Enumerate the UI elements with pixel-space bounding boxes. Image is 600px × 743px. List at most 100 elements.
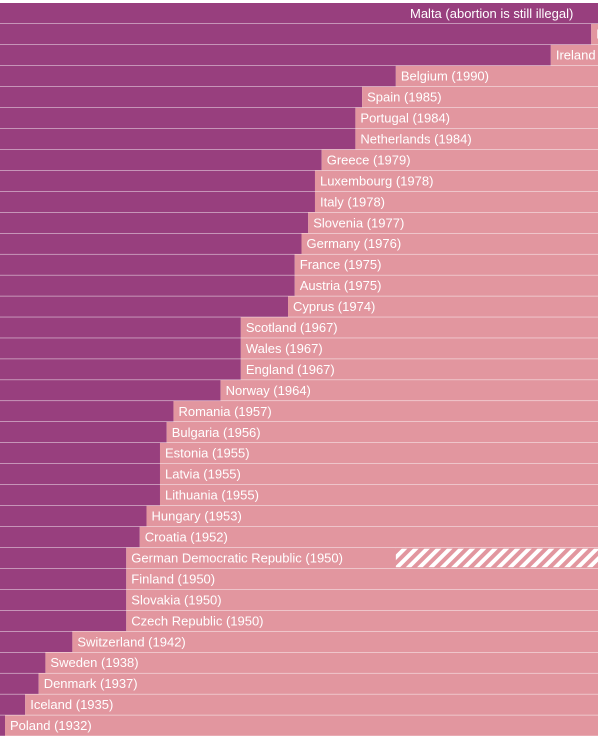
bar-before-legalization [0,44,551,66]
bar-after-legalization [126,568,598,590]
bar-before-legalization [0,631,73,652]
bar-after-legalization [159,442,598,464]
bar-before-legalization [0,568,127,590]
bar-before-legalization [0,233,302,254]
bar-after-legalization [301,233,598,254]
bar-before-legalization [0,610,127,632]
bar-before-legalization [0,65,396,87]
bar-row: German Democratic Republic (1950) [0,547,598,569]
bar-row: Luxembourg (1978) [0,170,598,192]
bar-before-legalization [0,86,363,108]
bar-label: German Democratic Republic (1950) [131,550,343,565]
bar-row: Switzerland (1942) [0,631,599,652]
bar-before-legalization [0,589,127,611]
bar-before-legalization [0,442,160,464]
bar-before-legalization [0,715,5,736]
bar-row: Slovenia (1977) [0,212,598,233]
bar-before-legalization [0,505,147,527]
bar-label: Greece (1979) [327,152,411,167]
bar-after-legalization [355,107,598,129]
bar-after-legalization [240,359,598,380]
bars-layer: Malta (abortion is still illegal) Norther… [0,3,600,736]
bar-label: Germany (1976) [307,236,402,251]
bar-after-legalization [159,484,598,506]
bar-before-legalization [0,212,309,233]
bar-label: Switzerland (1942) [77,634,185,649]
bar-label: Cyprus (1974) [293,299,375,314]
bar-label: Spain (1985) [367,90,441,105]
bar-after-legalization [314,191,598,213]
bar-after-legalization [139,526,599,548]
bar-before-legalization [0,401,174,422]
bar-row: Slovakia (1950) [0,589,598,611]
bar-row: Poland (1932) [0,715,598,736]
bar-before-legalization [0,3,598,24]
bar-before-legalization [0,694,26,715]
bar-label: Poland (1932) [10,718,92,733]
bar-row: Sweden (1938) [0,652,598,673]
bar-after-legalization [146,505,599,527]
bar-row: Germany (1976) [0,233,598,254]
bar-row: Malta (abortion is still illegal) [0,3,598,24]
bar-label: France (1975) [300,257,382,272]
bar-row: Portugal (1984) [0,107,598,129]
bar-row: England (1967) [0,359,598,380]
bar-label: Ireland (2013) [556,48,600,63]
bar-before-legalization [0,107,356,129]
bar-row: Lithuania (1955) [0,484,598,506]
bar-row: Denmark (1937) [0,673,599,694]
bar-before-legalization [0,526,140,548]
bar-label: Portugal (1984) [360,111,450,126]
bar-label: England (1967) [246,362,335,377]
bar-before-legalization [0,149,322,171]
bar-row: Norway (1964) [0,380,599,401]
bar-label: Iceland (1935) [30,697,113,712]
bar-row: Romania (1957) [0,401,598,422]
bar-label: Romania (1957) [178,404,271,419]
bar-row: Finland (1950) [0,568,598,590]
bar-label: Slovakia (1950) [131,592,221,607]
bar-label: Scotland (1967) [246,320,338,335]
bar-after-legalization [5,715,598,736]
bar-after-legalization [294,254,598,275]
bar-row: Bulgaria (1956) [0,422,598,443]
bar-row: Italy (1978) [0,191,598,213]
bar-after-legalization [45,652,598,673]
bar-after-legalization [166,422,598,443]
bar-after-legalization [321,149,598,171]
bar-before-legalization [0,547,127,569]
bar-row: Iceland (1935) [0,694,599,715]
bar-label: Czech Republic (1950) [131,613,263,628]
bar-state-dissolved-hatch [395,548,598,568]
bar-after-legalization [72,631,599,652]
bar-label: Bulgaria (1956) [172,425,261,440]
bar-label: Norway (1964) [226,383,311,398]
bar-after-legalization [362,86,598,108]
bar-row: Ireland (2013) [0,44,600,66]
bar-label: Wales (1967) [246,341,323,356]
bar-after-legalization [126,589,598,611]
bar-row: Spain (1985) [0,86,598,108]
bar-after-legalization [126,610,598,632]
bar-before-legalization [0,652,46,673]
bar-before-legalization [0,380,221,401]
bar-label: Northern Ireland (2019) [596,27,600,42]
bar-before-legalization [0,338,241,359]
bar-before-legalization [0,254,295,275]
bar-before-legalization [0,422,167,443]
bar-before-legalization [0,484,160,506]
bar-label: Italy (1978) [320,194,385,209]
bar-row: Scotland (1967) [0,317,598,338]
bar-before-legalization [0,128,356,150]
bar-label: Hungary (1953) [152,509,242,524]
bar-after-legalization [395,65,598,87]
bar-before-legalization [0,673,39,694]
bar-after-legalization [288,296,598,317]
bar-row: Estonia (1955) [0,442,598,464]
bar-row: Croatia (1952) [0,526,599,548]
bar-after-legalization [240,338,598,359]
bar-label: Belgium (1990) [401,69,489,84]
bar-after-legalization [294,275,598,296]
bar-label: Estonia (1955) [165,446,250,461]
